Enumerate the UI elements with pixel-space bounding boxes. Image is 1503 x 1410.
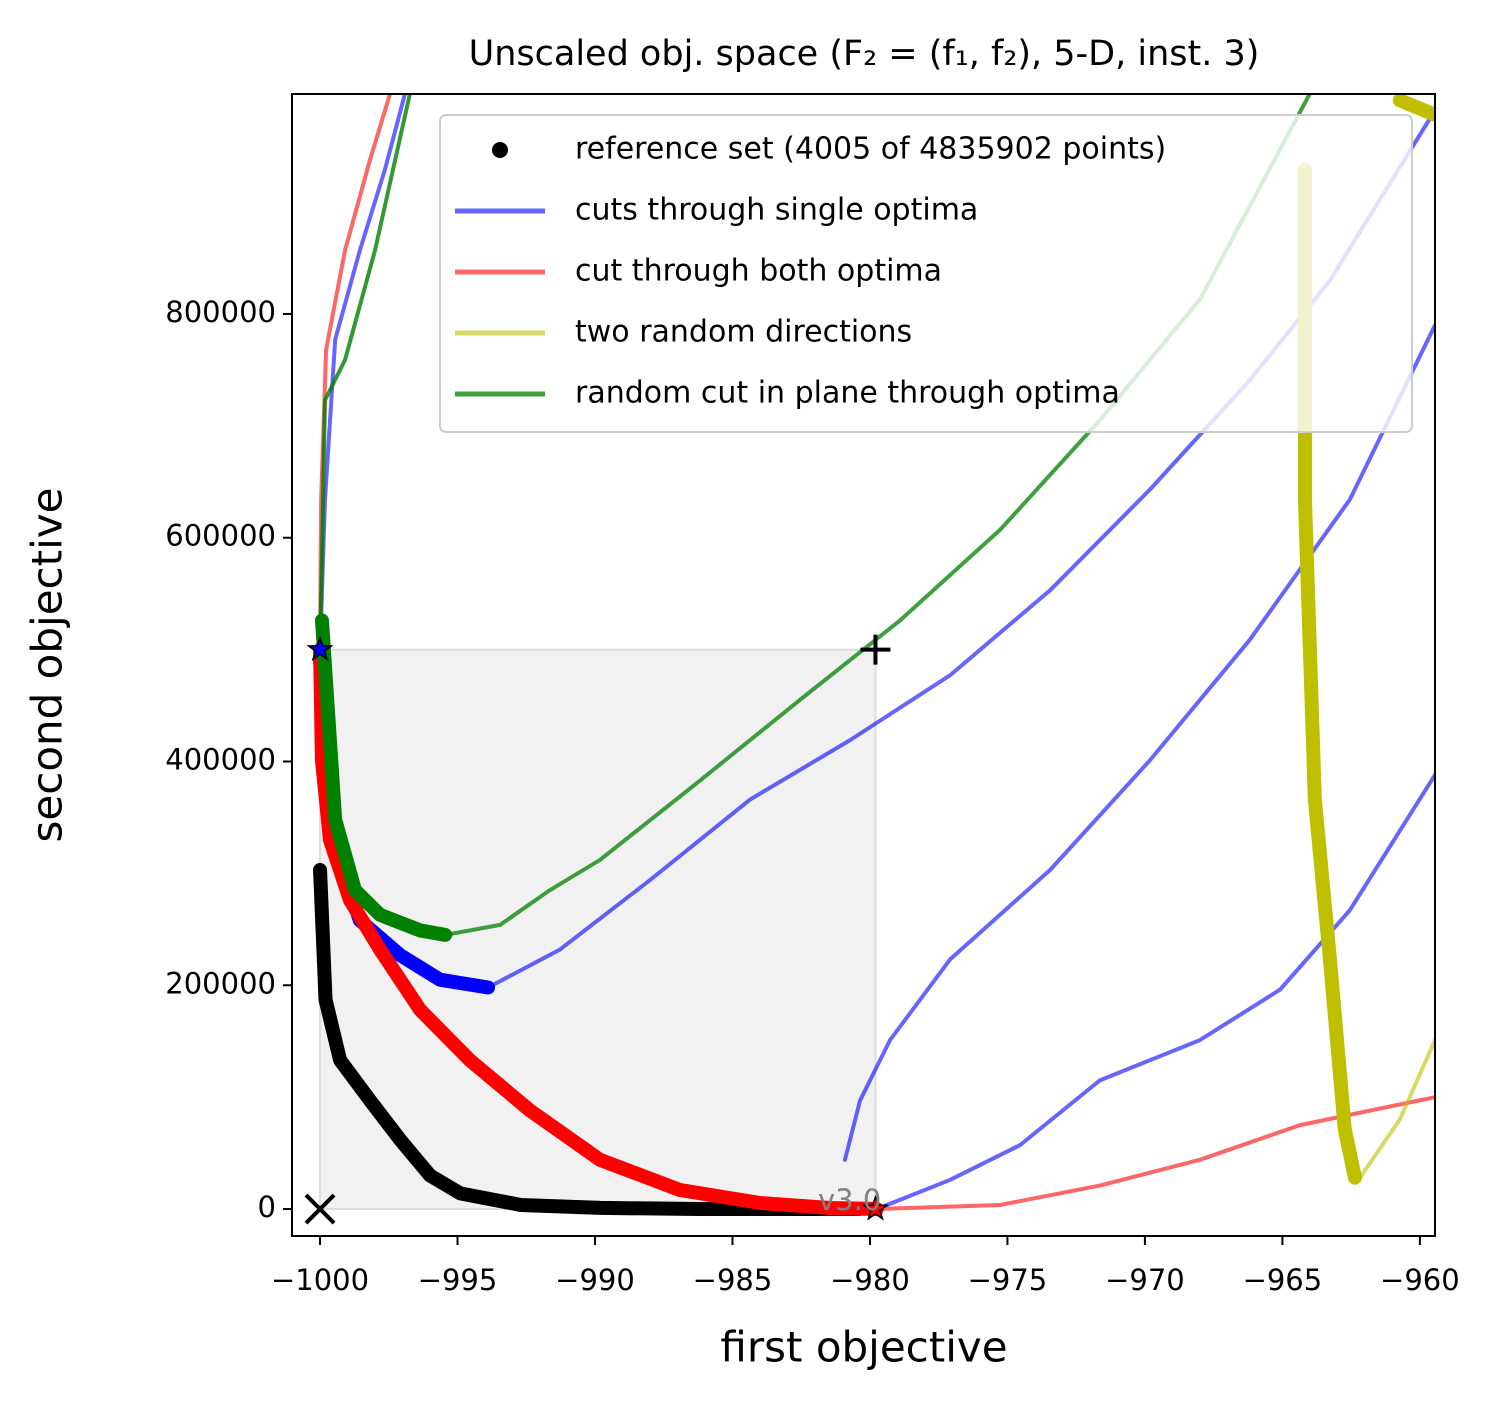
series-line [874, 1095, 1435, 1212]
x-tick-label: −970 [1105, 1263, 1185, 1297]
x-tick-label: −975 [968, 1263, 1048, 1297]
annotation: v3.0 [818, 1183, 881, 1217]
series-line [314, 613, 453, 942]
x-axis-label: first objective [720, 1323, 1007, 1372]
series-line [1392, 94, 1435, 122]
plus-marker [860, 634, 891, 665]
legend-label: reference set (4005 of 4835902 points) [575, 132, 1166, 167]
y-tick-label: 400000 [165, 742, 276, 776]
plot-area [313, 94, 1435, 1217]
x-tick-label: −995 [418, 1263, 498, 1297]
y-tick-label: 200000 [165, 966, 276, 1000]
y-tick-label: 600000 [165, 519, 276, 553]
legend-marker [492, 142, 508, 158]
legend-label: two random directions [575, 315, 912, 350]
x-tick-label: −1000 [271, 1263, 369, 1297]
y-axis-label: second objective [23, 488, 72, 843]
series-line [842, 323, 1435, 1162]
legend-label: cut through both optima [575, 254, 942, 289]
series-line [1297, 162, 1362, 1185]
axes-frame [291, 93, 1436, 1237]
series-line [313, 863, 866, 1217]
series-line [1357, 1038, 1435, 1180]
star-marker [861, 1194, 890, 1221]
legend: reference set (4005 of 4835902 points) cu… [439, 114, 1413, 433]
x-tick-label: −980 [830, 1263, 910, 1297]
y-tick-label: 0 [258, 1190, 276, 1224]
cross-marker [304, 1193, 336, 1225]
x-tick-label: −960 [1380, 1263, 1460, 1297]
legend-label: cuts through single optima [575, 193, 978, 228]
x-tick-label: −990 [555, 1263, 635, 1297]
y-tick-label: 800000 [165, 295, 276, 329]
legend-label: random cut in plane through optima [575, 376, 1120, 411]
series-line [313, 642, 884, 1217]
chart-title: Unscaled obj. space (F₂ = (f₁, f₂), 5-D,… [469, 34, 1260, 74]
x-tick-label: −965 [1243, 1263, 1323, 1297]
legend-frame [439, 114, 1413, 433]
series-line [318, 94, 412, 652]
x-tick-label: −985 [693, 1263, 773, 1297]
star-marker [306, 635, 334, 662]
series-line [874, 772, 1435, 1212]
